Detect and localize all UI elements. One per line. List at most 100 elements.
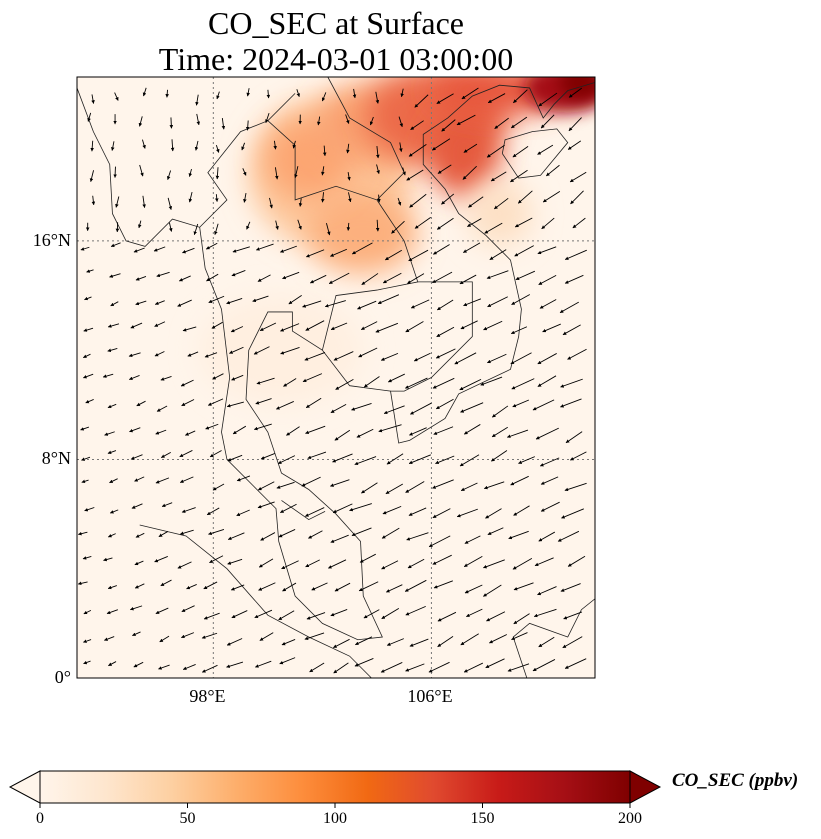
wind-arrow — [227, 532, 245, 540]
wind-arrow — [107, 403, 117, 409]
wind-arrow — [304, 352, 326, 361]
wind-arrow — [153, 246, 166, 252]
wind-arrow — [86, 269, 94, 273]
wind-arrow — [81, 456, 91, 461]
wind-arrow — [330, 322, 348, 331]
wind-arrow — [132, 631, 141, 636]
wind-arrow — [564, 658, 587, 669]
wind-arrow — [279, 657, 296, 665]
wind-arrow — [567, 555, 586, 567]
co-plume — [308, 191, 418, 274]
wind-arrow — [486, 611, 506, 622]
wind-arrow — [161, 452, 171, 458]
wind-arrow — [221, 118, 226, 130]
wind-arrow — [485, 658, 505, 669]
wind-arrow — [81, 479, 89, 484]
wind-arrow — [107, 323, 120, 328]
wind-arrow — [209, 450, 222, 458]
wind-arrow — [402, 167, 406, 176]
colorbar-tick-label: 50 — [179, 810, 196, 827]
wind-arrow — [131, 503, 143, 509]
wind-arrow — [230, 584, 245, 591]
wind-arrow — [361, 273, 379, 286]
wind-arrow — [275, 220, 279, 230]
wind-arrow — [567, 348, 587, 360]
wind-arrow — [154, 351, 165, 357]
wind-arrow — [483, 584, 502, 597]
wind-arrow — [428, 535, 451, 548]
wind-arrow — [436, 299, 454, 311]
wind-arrow — [195, 94, 199, 106]
wind-arrow — [294, 166, 299, 179]
wind-arrow — [346, 143, 350, 154]
wind-arrow — [109, 509, 119, 514]
wind-arrow — [156, 271, 170, 278]
wind-arrow — [166, 170, 172, 180]
wind-arrow — [356, 428, 374, 438]
wind-arrow — [330, 403, 347, 414]
wind-arrow — [538, 531, 556, 542]
wind-arrow — [435, 455, 455, 465]
wind-arrow — [545, 164, 560, 177]
wind-arrow — [159, 635, 170, 643]
wind-arrow — [297, 219, 302, 230]
wind-arrow — [572, 217, 586, 229]
wind-arrow — [161, 502, 173, 508]
wind-arrow — [513, 89, 528, 104]
wind-arrow — [110, 301, 119, 307]
wind-arrow — [511, 378, 535, 390]
wind-arrow — [385, 584, 403, 593]
wind-arrow — [226, 661, 244, 668]
wind-arrow — [260, 532, 276, 541]
wind-arrow — [405, 605, 426, 616]
wind-arrow — [142, 87, 147, 97]
wind-arrow — [110, 242, 121, 247]
wind-arrow — [533, 608, 557, 618]
colorbar-extend-max — [629, 770, 662, 804]
wind-arrow — [414, 217, 431, 229]
wind-arrow — [380, 352, 399, 361]
wind-arrow — [385, 483, 404, 495]
wind-arrow — [463, 424, 481, 435]
wind-arrow — [537, 353, 557, 365]
wind-arrow — [459, 274, 477, 285]
wind-arrow — [376, 145, 380, 159]
wind-arrow — [279, 245, 297, 253]
wind-arrow — [114, 92, 119, 101]
wind-arrow — [232, 425, 247, 435]
wind-arrow — [130, 454, 143, 460]
wind-arrow — [487, 93, 506, 104]
wind-arrow — [109, 273, 121, 278]
wind-arrow — [334, 429, 351, 441]
map-area[interactable] — [77, 63, 611, 678]
wind-arrow — [177, 299, 192, 307]
wind-arrow — [346, 222, 351, 231]
wind-arrow — [165, 89, 169, 98]
wind-arrow — [281, 560, 299, 570]
wind-arrow — [483, 559, 505, 569]
wind-arrow — [483, 481, 505, 490]
wind-arrow — [538, 92, 558, 107]
wind-arrow — [155, 429, 167, 435]
wind-arrow — [306, 612, 326, 620]
wind-arrow — [205, 423, 219, 430]
wind-arrow — [562, 636, 583, 649]
wind-arrow — [227, 454, 243, 462]
wind-arrow — [129, 427, 141, 433]
wind-arrow — [347, 172, 351, 181]
colorbar-label: CO_SEC (ppbv) — [672, 770, 799, 791]
wind-arrow — [352, 88, 357, 99]
wind-arrow — [208, 295, 225, 303]
wind-arrow — [510, 352, 532, 365]
wind-arrow — [139, 164, 144, 177]
wind-arrow — [278, 610, 295, 621]
wind-arrow — [253, 346, 270, 355]
wind-arrow — [437, 611, 457, 622]
wind-arrow — [532, 399, 555, 411]
wind-arrow — [236, 509, 250, 517]
wind-arrow — [460, 402, 484, 413]
wind-arrow — [375, 322, 399, 333]
wind-arrow — [201, 632, 218, 639]
wind-arrow — [381, 560, 399, 570]
wind-arrow — [400, 88, 404, 98]
